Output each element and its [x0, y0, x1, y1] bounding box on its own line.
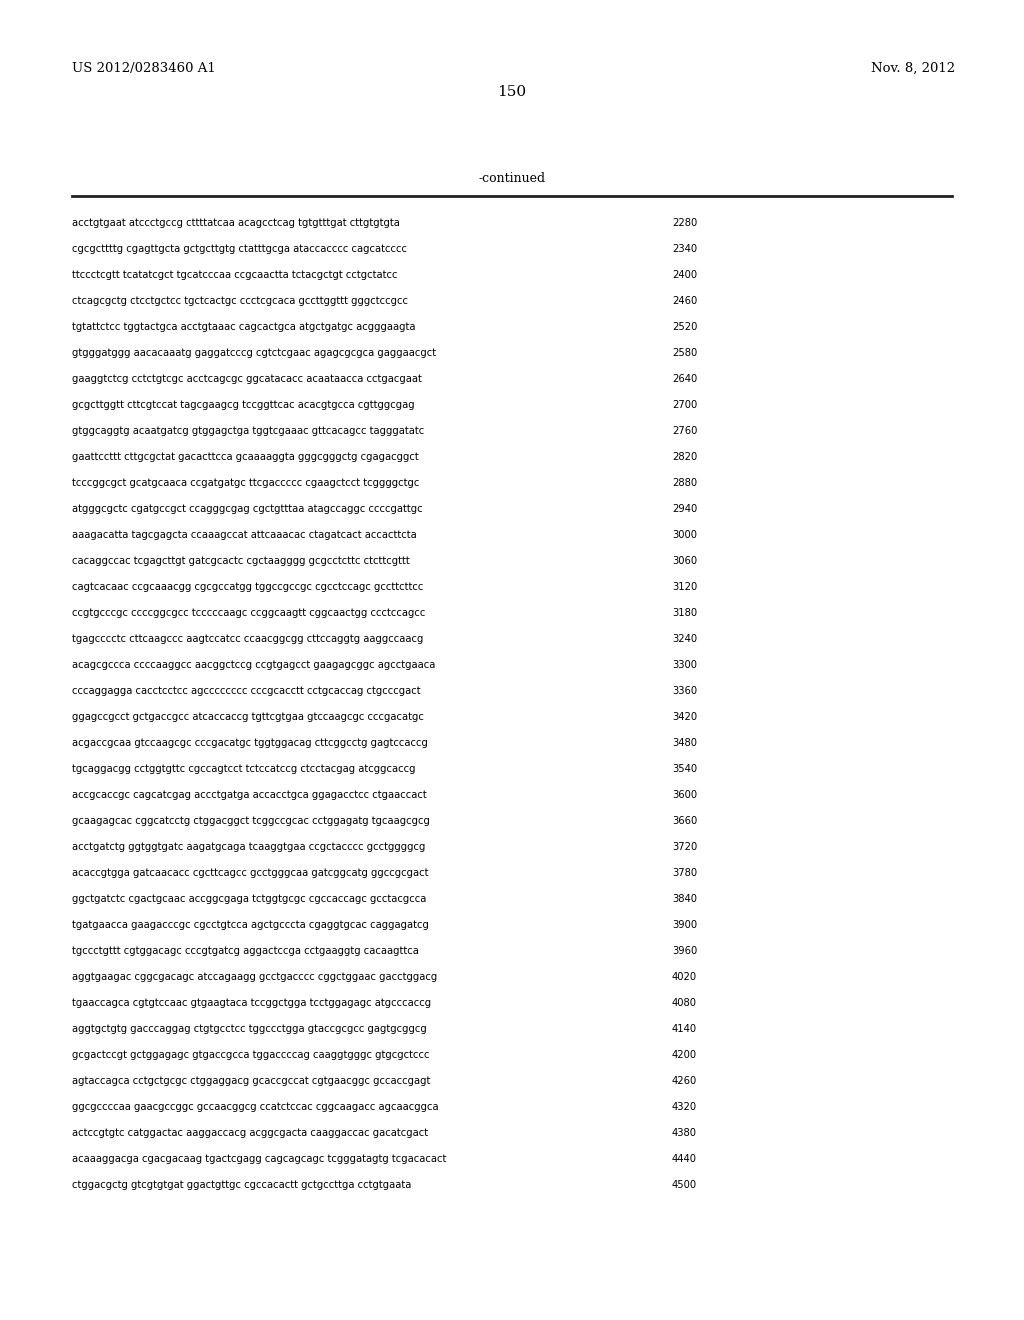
Text: tgaaccagca cgtgtccaac gtgaagtaca tccggctgga tcctggagagc atgcccaccg: tgaaccagca cgtgtccaac gtgaagtaca tccggct…: [72, 998, 431, 1008]
Text: 4200: 4200: [672, 1049, 697, 1060]
Text: 3720: 3720: [672, 842, 697, 851]
Text: 3900: 3900: [672, 920, 697, 931]
Text: acaaaggacga cgacgacaag tgactcgagg cagcagcagc tcgggatagtg tcgacacact: acaaaggacga cgacgacaag tgactcgagg cagcag…: [72, 1154, 446, 1164]
Text: cccaggagga cacctcctcc agcccccccc cccgcacctt cctgcaccag ctgcccgact: cccaggagga cacctcctcc agcccccccc cccgcac…: [72, 686, 421, 696]
Text: 150: 150: [498, 84, 526, 99]
Text: acctgatctg ggtggtgatc aagatgcaga tcaaggtgaa ccgctacccc gcctggggcg: acctgatctg ggtggtgatc aagatgcaga tcaaggt…: [72, 842, 425, 851]
Text: ctggacgctg gtcgtgtgat ggactgttgc cgccacactt gctgccttga cctgtgaata: ctggacgctg gtcgtgtgat ggactgttgc cgccaca…: [72, 1180, 412, 1191]
Text: ggcgccccaa gaacgccggc gccaacggcg ccatctccac cggcaagacc agcaacggca: ggcgccccaa gaacgccggc gccaacggcg ccatctc…: [72, 1102, 438, 1111]
Text: tgcaggacgg cctggtgttc cgccagtcct tctccatccg ctcctacgag atcggcaccg: tgcaggacgg cctggtgttc cgccagtcct tctccat…: [72, 764, 416, 774]
Text: cgcgcttttg cgagttgcta gctgcttgtg ctatttgcga ataccacccc cagcatcccc: cgcgcttttg cgagttgcta gctgcttgtg ctatttg…: [72, 244, 407, 253]
Text: 3060: 3060: [672, 556, 697, 566]
Text: US 2012/0283460 A1: US 2012/0283460 A1: [72, 62, 216, 75]
Text: acgaccgcaa gtccaagcgc cccgacatgc tggtggacag cttcggcctg gagtccaccg: acgaccgcaa gtccaagcgc cccgacatgc tggtgga…: [72, 738, 428, 748]
Text: 3840: 3840: [672, 894, 697, 904]
Text: tgagcccctc cttcaagccc aagtccatcc ccaacggcgg cttccaggtg aaggccaacg: tgagcccctc cttcaagccc aagtccatcc ccaacgg…: [72, 634, 423, 644]
Text: 2880: 2880: [672, 478, 697, 488]
Text: 4080: 4080: [672, 998, 697, 1008]
Text: 2400: 2400: [672, 271, 697, 280]
Text: 3780: 3780: [672, 869, 697, 878]
Text: gcaagagcac cggcatcctg ctggacggct tcggccgcac cctggagatg tgcaagcgcg: gcaagagcac cggcatcctg ctggacggct tcggccg…: [72, 816, 430, 826]
Text: actccgtgtc catggactac aaggaccacg acggcgacta caaggaccac gacatcgact: actccgtgtc catggactac aaggaccacg acggcga…: [72, 1129, 428, 1138]
Text: 3120: 3120: [672, 582, 697, 591]
Text: 3600: 3600: [672, 789, 697, 800]
Text: 4380: 4380: [672, 1129, 697, 1138]
Text: tgccctgttt cgtggacagc cccgtgatcg aggactccga cctgaaggtg cacaagttca: tgccctgttt cgtggacagc cccgtgatcg aggactc…: [72, 946, 419, 956]
Text: 2460: 2460: [672, 296, 697, 306]
Text: acctgtgaat atccctgccg cttttatcaa acagcctcag tgtgtttgat cttgtgtgta: acctgtgaat atccctgccg cttttatcaa acagcct…: [72, 218, 400, 228]
Text: agtaccagca cctgctgcgc ctggaggacg gcaccgccat cgtgaacggc gccaccgagt: agtaccagca cctgctgcgc ctggaggacg gcaccgc…: [72, 1076, 430, 1086]
Text: 2820: 2820: [672, 451, 697, 462]
Text: tcccggcgct gcatgcaaca ccgatgatgc ttcgaccccc cgaagctcct tcggggctgc: tcccggcgct gcatgcaaca ccgatgatgc ttcgacc…: [72, 478, 420, 488]
Text: ggagccgcct gctgaccgcc atcaccaccg tgttcgtgaa gtccaagcgc cccgacatgc: ggagccgcct gctgaccgcc atcaccaccg tgttcgt…: [72, 711, 424, 722]
Text: gcgcttggtt cttcgtccat tagcgaagcg tccggttcac acacgtgcca cgttggcgag: gcgcttggtt cttcgtccat tagcgaagcg tccggtt…: [72, 400, 415, 411]
Text: 2700: 2700: [672, 400, 697, 411]
Text: 4020: 4020: [672, 972, 697, 982]
Text: 4500: 4500: [672, 1180, 697, 1191]
Text: ctcagcgctg ctcctgctcc tgctcactgc ccctcgcaca gccttggttt gggctccgcc: ctcagcgctg ctcctgctcc tgctcactgc ccctcgc…: [72, 296, 408, 306]
Text: 3180: 3180: [672, 609, 697, 618]
Text: 3300: 3300: [672, 660, 697, 671]
Text: 2760: 2760: [672, 426, 697, 436]
Text: tgtattctcc tggtactgca acctgtaaac cagcactgca atgctgatgc acgggaagta: tgtattctcc tggtactgca acctgtaaac cagcact…: [72, 322, 416, 333]
Text: cacaggccac tcgagcttgt gatcgcactc cgctaagggg gcgcctcttc ctcttcgttt: cacaggccac tcgagcttgt gatcgcactc cgctaag…: [72, 556, 410, 566]
Text: aggtgaagac cggcgacagc atccagaagg gcctgacccc cggctggaac gacctggacg: aggtgaagac cggcgacagc atccagaagg gcctgac…: [72, 972, 437, 982]
Text: tgatgaacca gaagacccgc cgcctgtcca agctgcccta cgaggtgcac caggagatcg: tgatgaacca gaagacccgc cgcctgtcca agctgcc…: [72, 920, 429, 931]
Text: gcgactccgt gctggagagc gtgaccgcca tggaccccag caaggtgggc gtgcgctccc: gcgactccgt gctggagagc gtgaccgcca tggaccc…: [72, 1049, 429, 1060]
Text: aaagacatta tagcgagcta ccaaagccat attcaaacac ctagatcact accacttcta: aaagacatta tagcgagcta ccaaagccat attcaaa…: [72, 531, 417, 540]
Text: 3000: 3000: [672, 531, 697, 540]
Text: gtgggatggg aacacaaatg gaggatcccg cgtctcgaac agagcgcgca gaggaacgct: gtgggatggg aacacaaatg gaggatcccg cgtctcg…: [72, 348, 436, 358]
Text: -continued: -continued: [478, 172, 546, 185]
Text: gaaggtctcg cctctgtcgc acctcagcgc ggcatacacc acaataacca cctgacgaat: gaaggtctcg cctctgtcgc acctcagcgc ggcatac…: [72, 374, 422, 384]
Text: 3420: 3420: [672, 711, 697, 722]
Text: ccgtgcccgc ccccggcgcc tcccccaagc ccggcaagtt cggcaactgg ccctccagcc: ccgtgcccgc ccccggcgcc tcccccaagc ccggcaa…: [72, 609, 425, 618]
Text: gtggcaggtg acaatgatcg gtggagctga tggtcgaaac gttcacagcc tagggatatc: gtggcaggtg acaatgatcg gtggagctga tggtcga…: [72, 426, 424, 436]
Text: cagtcacaac ccgcaaacgg cgcgccatgg tggccgccgc cgcctccagc gccttcttcc: cagtcacaac ccgcaaacgg cgcgccatgg tggccgc…: [72, 582, 423, 591]
Text: 3960: 3960: [672, 946, 697, 956]
Text: 2280: 2280: [672, 218, 697, 228]
Text: 2940: 2940: [672, 504, 697, 513]
Text: 3540: 3540: [672, 764, 697, 774]
Text: atgggcgctc cgatgccgct ccagggcgag cgctgtttaa atagccaggc ccccgattgc: atgggcgctc cgatgccgct ccagggcgag cgctgtt…: [72, 504, 423, 513]
Text: 2520: 2520: [672, 322, 697, 333]
Text: accgcaccgc cagcatcgag accctgatga accacctgca ggagacctcc ctgaaccact: accgcaccgc cagcatcgag accctgatga accacct…: [72, 789, 427, 800]
Text: Nov. 8, 2012: Nov. 8, 2012: [870, 62, 955, 75]
Text: 4140: 4140: [672, 1024, 697, 1034]
Text: ggctgatctc cgactgcaac accggcgaga tctggtgcgc cgccaccagc gcctacgcca: ggctgatctc cgactgcaac accggcgaga tctggtg…: [72, 894, 426, 904]
Text: aggtgctgtg gacccaggag ctgtgcctcc tggccctgga gtaccgcgcc gagtgcggcg: aggtgctgtg gacccaggag ctgtgcctcc tggccct…: [72, 1024, 427, 1034]
Text: 3240: 3240: [672, 634, 697, 644]
Text: 4260: 4260: [672, 1076, 697, 1086]
Text: 2340: 2340: [672, 244, 697, 253]
Text: acagcgccca ccccaaggcc aacggctccg ccgtgagcct gaagagcggc agcctgaaca: acagcgccca ccccaaggcc aacggctccg ccgtgag…: [72, 660, 435, 671]
Text: 3360: 3360: [672, 686, 697, 696]
Text: 2640: 2640: [672, 374, 697, 384]
Text: 3660: 3660: [672, 816, 697, 826]
Text: acaccgtgga gatcaacacc cgcttcagcc gcctgggcaa gatcggcatg ggccgcgact: acaccgtgga gatcaacacc cgcttcagcc gcctggg…: [72, 869, 428, 878]
Text: 4440: 4440: [672, 1154, 697, 1164]
Text: 2580: 2580: [672, 348, 697, 358]
Text: gaattccttt cttgcgctat gacacttcca gcaaaaggta gggcgggctg cgagacggct: gaattccttt cttgcgctat gacacttcca gcaaaag…: [72, 451, 419, 462]
Text: ttccctcgtt tcatatcgct tgcatcccaa ccgcaactta tctacgctgt cctgctatcc: ttccctcgtt tcatatcgct tgcatcccaa ccgcaac…: [72, 271, 397, 280]
Text: 4320: 4320: [672, 1102, 697, 1111]
Text: 3480: 3480: [672, 738, 697, 748]
